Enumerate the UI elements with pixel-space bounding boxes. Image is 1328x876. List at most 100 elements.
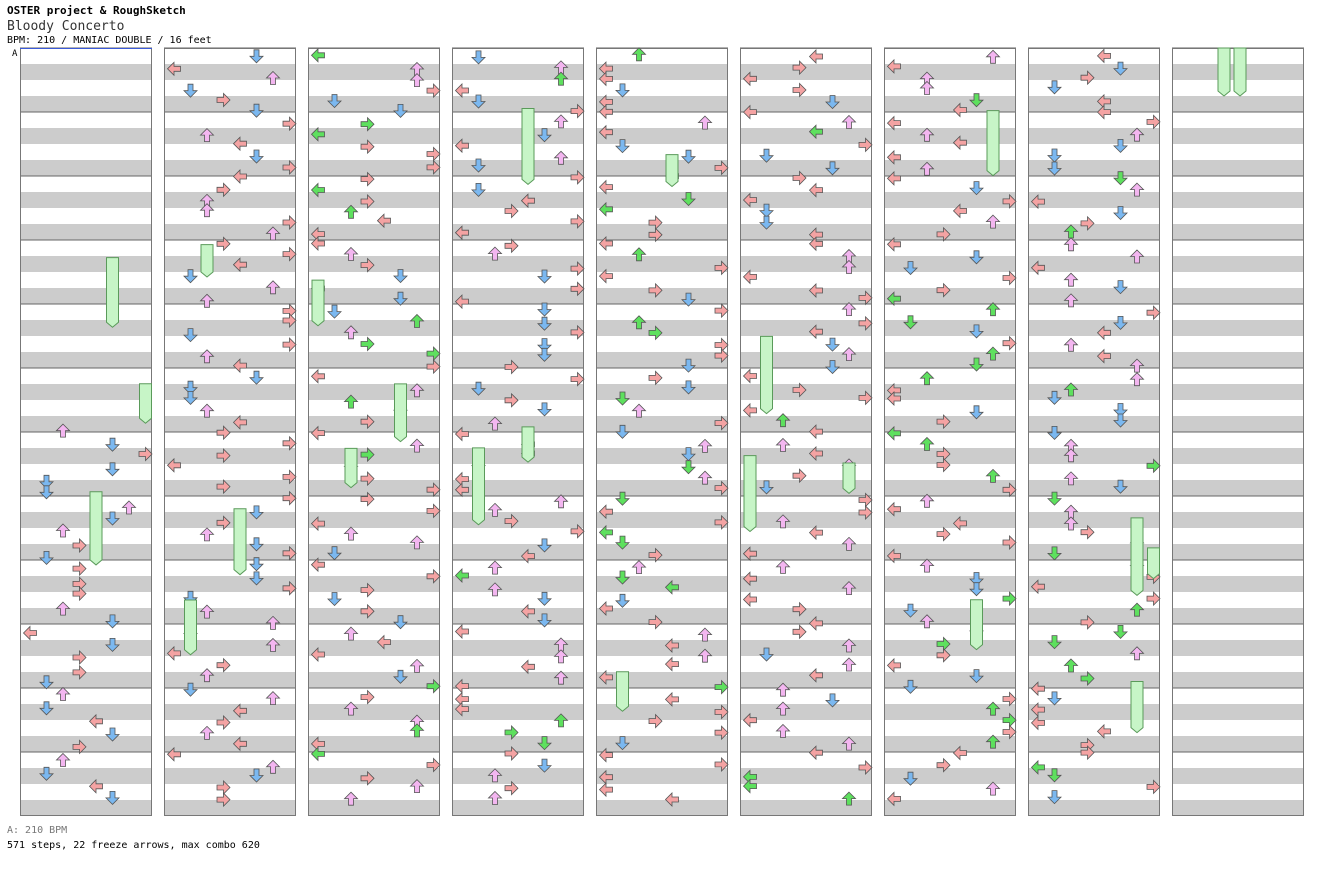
beat-stripe [740, 288, 872, 304]
step-arrow [664, 656, 679, 672]
beat-stripe [1028, 608, 1160, 624]
step-arrow [936, 282, 951, 298]
step-arrow [282, 469, 297, 485]
beat-stripe [452, 512, 584, 528]
beat-stripe [452, 544, 584, 560]
step-arrow [454, 138, 469, 154]
step-arrow [825, 95, 840, 110]
step-arrow [553, 150, 569, 165]
step-arrow [714, 725, 729, 741]
step-arrow [598, 104, 613, 120]
freeze-arrow [106, 257, 119, 328]
beat-stripe [596, 544, 728, 560]
beat-stripe [596, 576, 728, 592]
beat-stripe [452, 288, 584, 304]
step-arrow [454, 426, 469, 442]
step-arrow [454, 294, 469, 310]
step-arrow [265, 615, 281, 630]
step-arrow [1002, 482, 1017, 498]
beat-stripe [740, 640, 872, 656]
step-arrow [39, 701, 54, 716]
step-arrow [615, 139, 630, 154]
step-arrow [681, 292, 696, 307]
step-arrow [1047, 390, 1062, 405]
step-arrow [454, 678, 469, 694]
step-arrow [903, 603, 918, 618]
chart-column [20, 47, 153, 816]
step-arrow [471, 50, 486, 65]
step-arrow [808, 446, 823, 461]
chart-column [740, 47, 873, 816]
beat-stripe [596, 800, 728, 816]
step-arrow [825, 693, 840, 708]
beat-stripe [164, 96, 296, 112]
beat-stripe [1028, 288, 1160, 304]
step-arrow [903, 679, 918, 694]
step-arrow [1113, 413, 1128, 428]
step-arrow [808, 615, 823, 631]
step-arrow [249, 768, 264, 783]
beat-stripe [452, 608, 584, 624]
freeze-arrow [760, 335, 773, 415]
step-arrow [88, 778, 103, 794]
beat-stripe [164, 544, 296, 560]
step-arrow [504, 203, 519, 219]
step-arrow [454, 568, 469, 583]
step-arrow [886, 548, 901, 564]
step-arrow [841, 302, 857, 317]
step-arrow [183, 269, 198, 284]
beat-stripe [164, 512, 296, 528]
beat-stripe [740, 512, 872, 528]
step-arrow [1063, 448, 1079, 463]
step-arrow [841, 657, 857, 672]
beat-stripe [20, 800, 152, 816]
step-arrow [681, 447, 696, 462]
step-arrow [903, 315, 918, 330]
step-arrow [487, 502, 503, 517]
beat-stripe [308, 192, 440, 208]
beat-stripe [1172, 128, 1304, 144]
step-arrow [841, 347, 857, 362]
beat-stripe [164, 224, 296, 240]
step-arrow [598, 782, 613, 798]
step-arrow [426, 146, 441, 162]
beat-stripe [1028, 224, 1160, 240]
step-arrow [598, 268, 613, 284]
step-arrow [985, 701, 1001, 716]
step-arrow [409, 658, 425, 673]
step-arrow [742, 778, 757, 794]
freeze-arrow [200, 244, 214, 278]
step-arrow [55, 601, 71, 616]
step-arrow [742, 712, 757, 728]
step-arrow [393, 269, 408, 284]
step-arrow [1002, 535, 1017, 550]
beat-stripe [452, 800, 584, 816]
freeze-arrow [233, 508, 247, 576]
step-arrow [39, 766, 54, 781]
step-arrow [1047, 768, 1062, 783]
step-arrow [919, 436, 935, 451]
beat-stripe [1172, 480, 1304, 496]
step-arrow [199, 604, 215, 619]
step-arrow [858, 290, 873, 306]
step-arrow [232, 136, 247, 152]
beat-stripe [884, 192, 1016, 208]
step-arrow [792, 382, 807, 398]
step-arrow [360, 257, 375, 273]
step-arrow [598, 236, 613, 251]
beat-stripe [596, 64, 728, 80]
step-arrow [360, 491, 375, 507]
beat-stripe [1172, 576, 1304, 592]
beat-stripe [308, 672, 440, 688]
step-arrow [969, 669, 984, 684]
step-arrow [265, 280, 281, 295]
step-arrow [886, 391, 901, 406]
beat-stripe [740, 448, 872, 464]
beat-stripe [452, 224, 584, 240]
beat-stripe [884, 96, 1016, 112]
beat-stripe [20, 384, 152, 400]
step-arrow [1129, 372, 1145, 387]
step-arrow [55, 752, 71, 767]
beat-stripe [20, 352, 152, 368]
step-arrow [742, 368, 757, 384]
